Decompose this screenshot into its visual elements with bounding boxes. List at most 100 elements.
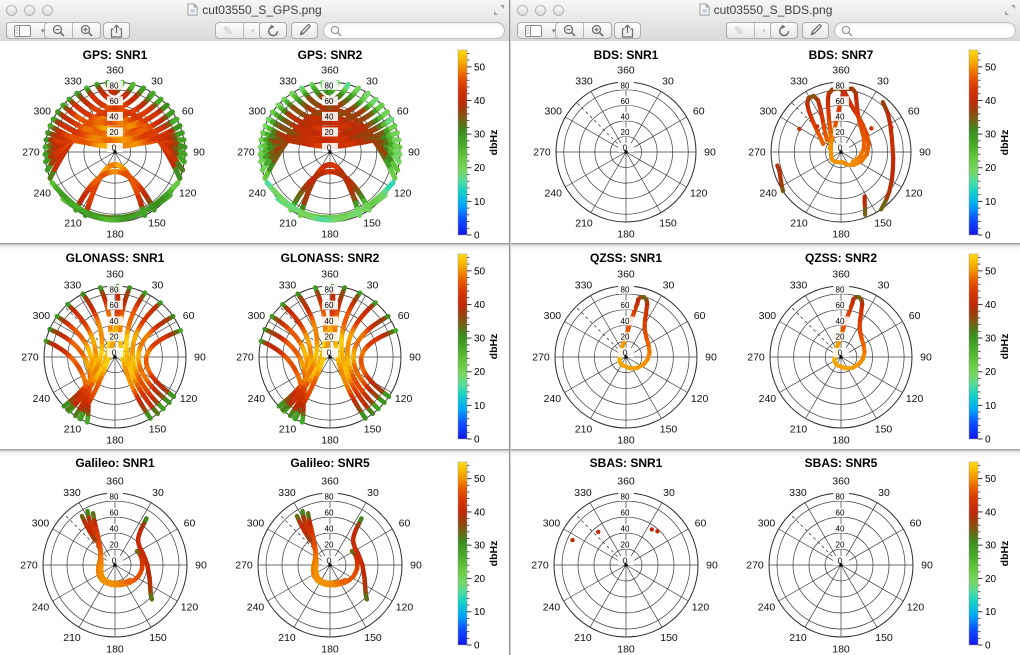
markup-button[interactable]: [291, 22, 318, 39]
azimuth-label: 300: [759, 310, 777, 322]
azimuth-label: 90: [193, 147, 205, 159]
page-separator: [0, 449, 509, 458]
pencil-button[interactable]: ✎: [734, 23, 745, 38]
share-icon: [110, 23, 123, 38]
ring-label: 60: [325, 97, 334, 106]
colorbar-tick-label: 30: [985, 334, 997, 345]
rotate-left-button[interactable]: [259, 22, 287, 39]
search-icon: [841, 25, 853, 37]
search-field[interactable]: [834, 22, 1016, 39]
zoom-segmented-control: [44, 22, 101, 39]
ring-label: 20: [836, 541, 845, 550]
azimuth-label: 360: [321, 476, 339, 488]
azimuth-label: 90: [408, 147, 420, 159]
zoom-out-icon: [52, 24, 65, 37]
minimize-button[interactable]: [535, 5, 546, 16]
figure-page: 8060402003603060901201501802102402703003…: [533, 48, 1011, 242]
preview-window-gps: cut03550_S_GPS.png ▾ ✎ ▾ 80 60 40 20 0 360 30 6…: [0, 0, 510, 655]
ring-label: 20: [836, 333, 845, 342]
azimuth-label: 300: [33, 106, 51, 118]
zoom-in-icon: [591, 24, 604, 37]
close-button[interactable]: [6, 5, 17, 16]
plot-title: QZSS: SNR1: [590, 251, 662, 265]
colorbar-tick-label: 10: [474, 607, 486, 618]
skyplot: 80 60 40 20 0 360 30 60 90 120 150 180 210 240 270 300 3…: [237, 48, 420, 241]
colorbar-tick-label: 10: [985, 401, 997, 412]
azimuth-label: 30: [367, 280, 379, 292]
ring-label: 60: [110, 97, 119, 106]
pencil-dropdown-button[interactable]: ▾: [243, 23, 262, 38]
satellite-dot: [797, 126, 802, 132]
azimuth-label: 150: [364, 632, 382, 644]
zoom-window-button[interactable]: [42, 5, 53, 16]
minimize-button[interactable]: [24, 5, 35, 16]
zoom-in-button[interactable]: [583, 23, 611, 38]
search-input[interactable]: [857, 23, 1009, 38]
satellite-tracks: [832, 294, 867, 371]
ring-label: 80: [110, 285, 119, 294]
azimuth-label: 30: [663, 487, 675, 499]
azimuth-label: 150: [148, 218, 166, 230]
azimuth-label: 120: [691, 393, 709, 405]
azimuth-label: 210: [64, 218, 82, 230]
azimuth-label: 210: [790, 423, 808, 435]
colorbar-axis-label: dbHz: [999, 130, 1011, 156]
share-button[interactable]: [614, 22, 641, 39]
azimuth-label: 60: [694, 310, 706, 322]
azimuth-label: 330: [63, 487, 81, 499]
pencil-dropdown-button[interactable]: ▾: [754, 23, 773, 38]
azimuth-label: 210: [574, 632, 592, 644]
axis-labels: 80 60 40 20 0 360 30 60 90 120 150 180 210 240 270 300 3…: [21, 269, 206, 447]
plot-title: SBAS: SNR5: [805, 456, 878, 470]
zoom-window-button[interactable]: [553, 5, 564, 16]
traffic-lights: [6, 5, 53, 16]
azimuth-label: 60: [908, 106, 920, 118]
search-field[interactable]: [323, 22, 505, 39]
axis-labels: 80 60 40 20 0 360 30 60 90 120 150 180 210 240 270 300 3…: [237, 65, 420, 241]
azimuth-label: 180: [321, 644, 339, 655]
azimuth-label: 360: [832, 269, 850, 281]
ring-label: 20: [110, 333, 119, 342]
azimuth-label: 30: [662, 75, 674, 87]
azimuth-label: 360: [106, 476, 124, 488]
azimuth-label: 210: [279, 423, 297, 435]
colorbar-tick-label: 50: [985, 62, 997, 73]
fullscreen-icon[interactable]: [493, 4, 505, 16]
azimuth-label: 270: [237, 147, 255, 159]
zoom-out-button[interactable]: [45, 23, 72, 38]
azimuth-label: 270: [533, 147, 551, 159]
azimuth-label: 150: [659, 218, 677, 230]
azimuth-label: 30: [878, 280, 890, 292]
fullscreen-icon[interactable]: [1004, 4, 1016, 16]
axis-labels: 80 60 40 20 0 360 30 60 90 120 150 180 210 240 270 300 3…: [747, 269, 932, 447]
markup-button[interactable]: [802, 22, 829, 39]
satellite-dot: [655, 529, 660, 534]
close-button[interactable]: [517, 5, 528, 16]
azimuth-label: 330: [64, 75, 82, 87]
zoom-in-icon: [80, 24, 93, 37]
zoom-out-button[interactable]: [556, 23, 583, 38]
figure-page: 8060402003603060901201501802102402703003…: [20, 456, 500, 655]
azimuth-label: 360: [321, 65, 339, 77]
colorbar-tick-label: 0: [985, 435, 991, 446]
satellite-tracks: [79, 508, 155, 602]
ring-label: 0: [327, 349, 332, 358]
skyplot: 80 60 40 20 0 360 30 60 90 120 150 180 210 240 270 300 3…: [21, 251, 206, 447]
colorbar: 0 10 20 30 40 50 dbHz: [457, 49, 500, 242]
satellite-dot: [649, 527, 655, 532]
colorbar: 0 10 20 30 40 50 dbHz: [457, 461, 500, 652]
azimuth-label: 330: [575, 75, 593, 87]
pencil-button[interactable]: ✎: [223, 23, 234, 38]
ring-label: 20: [325, 333, 334, 342]
azimuth-label: 300: [247, 518, 265, 530]
search-input[interactable]: [346, 23, 498, 38]
azimuth-label: 180: [832, 229, 850, 241]
rotate-left-button[interactable]: [770, 22, 798, 39]
share-button[interactable]: [103, 22, 130, 39]
zoom-in-button[interactable]: [72, 23, 100, 38]
colorbar-tick-label: 0: [985, 231, 991, 242]
azimuth-label: 150: [149, 632, 167, 644]
azimuth-label: 300: [758, 518, 776, 530]
ring-label: 80: [110, 81, 119, 90]
azimuth-label: 150: [363, 218, 381, 230]
